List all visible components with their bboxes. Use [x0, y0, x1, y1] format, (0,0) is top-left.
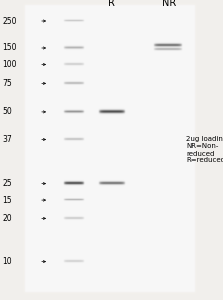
Text: 75: 75	[2, 79, 12, 88]
Text: 2ug loading
NR=Non-
reduced
R=reduced: 2ug loading NR=Non- reduced R=reduced	[186, 136, 223, 164]
Text: 20: 20	[2, 214, 12, 223]
Text: 15: 15	[2, 196, 12, 205]
Text: 37: 37	[2, 135, 12, 144]
Text: 100: 100	[2, 60, 17, 69]
Text: 250: 250	[2, 16, 17, 26]
Text: 150: 150	[2, 44, 17, 52]
Text: 10: 10	[2, 257, 12, 266]
Text: NR: NR	[162, 0, 177, 8]
Text: R: R	[108, 0, 115, 8]
Text: 25: 25	[2, 179, 12, 188]
Text: 50: 50	[2, 107, 12, 116]
